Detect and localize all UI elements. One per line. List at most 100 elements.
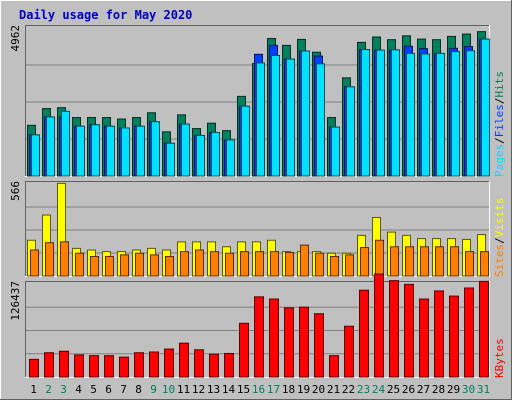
legend-entry: / [493,137,506,144]
kbytes-bar-day-16 [254,296,264,378]
x-tick-label: 31 [477,383,490,396]
legend-entry: / [493,237,506,244]
kbytes-bar-day-6 [104,355,114,378]
pages-bar-day-5 [91,124,100,177]
visits-sites-panel: 566 Sites/Visits [9,181,506,277]
x-tick-label: 1 [30,383,37,396]
sites-bar-day-3 [60,241,69,277]
kbytes-bar-day-8 [134,352,144,378]
sites-bar-day-20 [315,252,324,277]
x-tick-label: 19 [297,383,310,396]
sites-bar-day-30 [465,251,474,277]
sites-bar-day-23 [360,247,369,277]
x-tick-label: 4 [75,383,82,396]
legend-entry: Pages [493,144,506,177]
sites-bar-day-7 [120,254,129,277]
kbytes-bar-day-29 [449,295,459,378]
pages-bar-day-25 [391,49,400,177]
pages-bar-day-1 [31,134,40,177]
pages-bar-day-11 [181,123,190,177]
x-tick-label: 27 [417,383,430,396]
kbytes-bar-day-30 [464,287,474,378]
kbytes-bar-day-28 [434,290,444,378]
pages-bar-day-18 [286,58,295,177]
x-tick-label: 15 [237,383,250,396]
x-axis-labels: 1 2 3 4 5 6 7 8 9 10 11 12 13 14 15 16 17 18 19 20 21 22 23 24 2… [30,383,490,396]
pages-bar-day-9 [151,121,160,177]
x-tick-label: 24 [372,383,386,396]
kbytes-bar-day-4 [74,354,84,378]
kbytes-bar-day-31 [479,280,489,378]
kbytes-bar-day-23 [359,289,369,378]
sites-bar-day-11 [180,251,189,277]
sites-bar-day-24 [375,239,384,277]
x-tick-label: 21 [327,383,340,396]
sites-bar-day-8 [135,252,144,277]
pages-bar-day-4 [76,125,85,177]
x-tick-label: 12 [192,383,205,396]
kbytes-bar-day-24 [374,273,384,378]
pages-bar-day-12 [196,134,205,177]
pages-bar-day-22 [346,86,355,177]
legend-entry: Files [493,104,506,137]
sites-bar-day-31 [480,251,489,277]
legend-entry: Hits [493,71,506,98]
x-tick-label: 22 [342,383,355,396]
x-tick-label: 14 [222,383,236,396]
x-tick-label: 5 [90,383,97,396]
sites-bar-day-22 [345,254,354,277]
x-tick-label: 7 [120,383,127,396]
sites-bar-day-6 [105,255,114,277]
sites-bar-day-2 [45,242,54,277]
x-tick-label: 23 [357,383,370,396]
y-max-label: 126437 [9,281,22,321]
legend-entry: Sites [493,244,506,277]
sites-bar-day-15 [240,251,249,277]
kbytes-bar-day-2 [44,352,54,378]
x-tick-label: 8 [135,383,142,396]
x-tick-label: 13 [207,383,220,396]
kbytes-bar-day-22 [344,325,354,378]
pages-bar-day-3 [61,110,70,177]
kbytes-bar-day-27 [419,298,429,378]
x-tick-label: 30 [462,383,475,396]
pages-bar-day-31 [481,38,490,177]
sites-bar-day-29 [450,246,459,277]
visits-sites-legend: Sites/Visits [493,198,506,278]
kbytes-bar-day-19 [299,306,309,378]
pages-bar-day-24 [376,49,385,177]
sites-bar-day-12 [195,249,204,277]
sites-bar-day-5 [90,255,99,277]
kbytes-bar-day-25 [389,280,399,378]
pages-bar-day-20 [316,63,325,177]
x-tick-label: 6 [105,383,112,396]
kbytes-bar-day-26 [404,283,414,378]
x-tick-label: 25 [387,383,400,396]
pages-bar-day-8 [136,125,145,177]
kbytes-bar-day-14 [224,352,234,378]
kbytes-bar-day-1 [29,358,39,378]
sites-bar-day-16 [255,251,264,277]
x-tick-label: 20 [312,383,325,396]
kbytes-bar-day-12 [194,349,204,378]
pages-bar-day-10 [166,142,175,177]
pages-bar-day-6 [106,125,115,177]
pages-bar-day-28 [436,52,445,177]
sites-bar-day-14 [225,252,234,277]
sites-bar-day-19 [300,244,309,277]
kbytes-bar-day-17 [269,298,279,378]
kbytes-bar-day-5 [89,355,99,378]
kbytes-bar-day-18 [284,307,294,378]
pages-bar-day-16 [256,62,265,177]
sites-bar-day-4 [75,252,84,277]
x-tick-label: 26 [402,383,415,396]
sites-bar-day-21 [330,255,339,277]
kbytes-bar-day-10 [164,348,174,378]
x-tick-label: 18 [282,383,295,396]
pages-bar-day-29 [451,51,460,177]
pages-bar-day-21 [331,126,340,177]
sites-bar-day-17 [270,251,279,277]
pages-bar-day-30 [466,50,475,177]
